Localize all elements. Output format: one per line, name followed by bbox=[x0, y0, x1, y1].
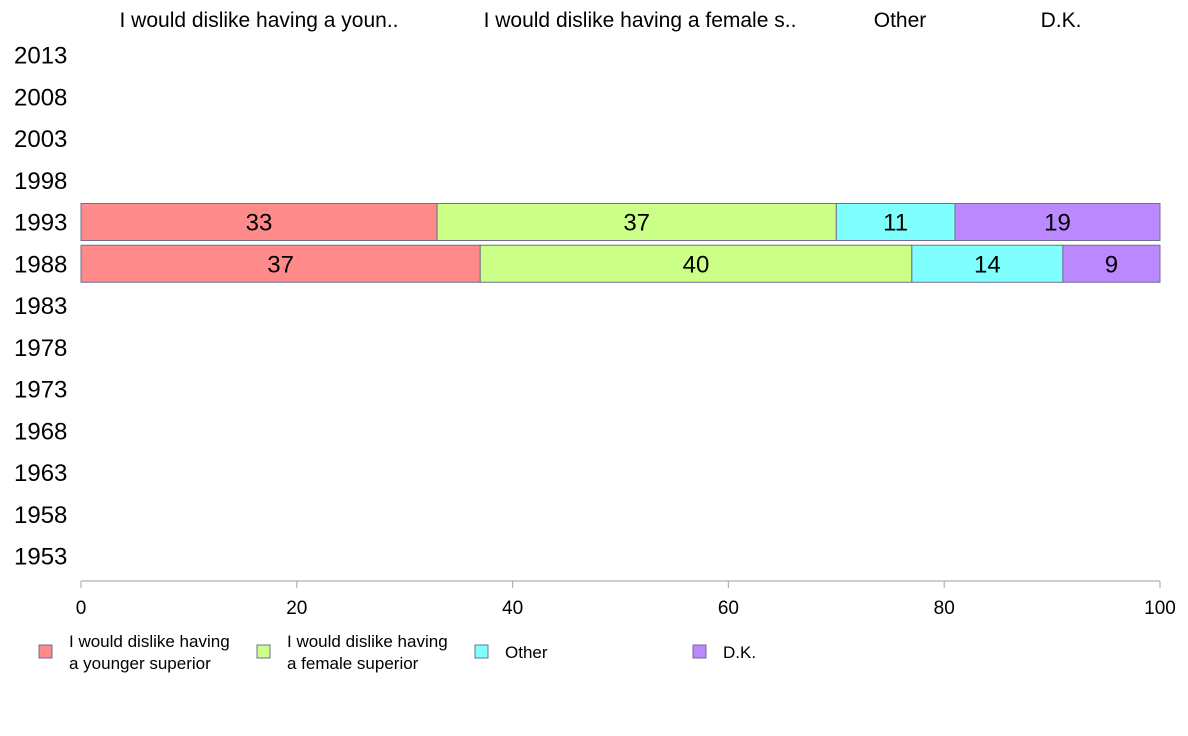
legend-label: I would dislike having a younger superior bbox=[69, 632, 230, 673]
column-header: D.K. bbox=[1041, 9, 1082, 32]
year-axis-labels: 2013 2008 2003 1998 1993 1988 1983 1978 1973 1968… bbox=[14, 43, 67, 571]
year-tick-label: 1983 bbox=[14, 293, 67, 320]
bar-segment bbox=[80, 244, 481, 283]
bar-segment bbox=[1062, 244, 1161, 283]
x-tick-label: 40 bbox=[502, 598, 523, 619]
column-header: I would dislike having a female s.. bbox=[484, 9, 797, 32]
year-tick-label: 1973 bbox=[14, 377, 67, 404]
year-tick-label: 1993 bbox=[14, 210, 67, 237]
x-tick-label: 0 bbox=[76, 598, 87, 619]
bar-value-labels: 33 37 11 19 37 40 14 9 bbox=[246, 210, 1118, 279]
legend-swatch bbox=[692, 644, 707, 659]
legend-label: D.K. bbox=[723, 643, 756, 662]
bar-value-label: 40 bbox=[683, 251, 710, 278]
bar-value-label: 19 bbox=[1044, 210, 1071, 237]
legend-label: Other bbox=[505, 643, 548, 662]
legend-item: I would dislike having a female superior bbox=[256, 632, 448, 673]
bar-segment bbox=[479, 244, 913, 283]
legend-item: I would dislike having a younger superior bbox=[38, 632, 230, 673]
bar-segment bbox=[911, 244, 1064, 283]
column-header: Other bbox=[874, 9, 927, 32]
x-tick-label: 60 bbox=[718, 598, 739, 619]
year-tick-label: 1968 bbox=[14, 418, 67, 445]
year-tick-label: 2013 bbox=[14, 43, 67, 70]
bar-value-label: 9 bbox=[1105, 251, 1118, 278]
year-tick-label: 1978 bbox=[14, 335, 67, 362]
column-headers: I would dislike having a youn.. I would d… bbox=[120, 9, 1082, 32]
legend: I would dislike having a younger superior… bbox=[38, 632, 756, 673]
bar-segment bbox=[954, 203, 1161, 241]
legend-swatch bbox=[474, 644, 489, 659]
legend-swatch bbox=[38, 644, 53, 659]
legend-item: Other bbox=[474, 643, 548, 662]
year-tick-label: 1953 bbox=[14, 544, 67, 571]
year-tick-label: 1963 bbox=[14, 460, 67, 487]
bar-value-label: 37 bbox=[267, 251, 294, 278]
x-tick-label: 80 bbox=[934, 598, 955, 619]
legend-item: D.K. bbox=[692, 643, 756, 662]
column-header: I would dislike having a youn.. bbox=[120, 9, 399, 32]
bar-value-label: 33 bbox=[246, 210, 273, 237]
bar-value-label: 37 bbox=[623, 210, 650, 237]
year-tick-label: 1998 bbox=[14, 168, 67, 195]
year-tick-label: 1988 bbox=[14, 251, 67, 278]
x-tick-label: 100 bbox=[1144, 598, 1176, 619]
legend-label: I would dislike having a female superior bbox=[287, 632, 448, 673]
year-tick-label: 2003 bbox=[14, 126, 67, 153]
x-tick-label: 20 bbox=[286, 598, 307, 619]
x-axis: 0 20 40 60 80 100 bbox=[76, 580, 1176, 619]
bar-value-label: 14 bbox=[974, 251, 1001, 278]
bar-segment bbox=[436, 203, 837, 241]
legend-swatch bbox=[256, 644, 271, 659]
bar-segment bbox=[835, 203, 956, 241]
year-tick-label: 1958 bbox=[14, 502, 67, 529]
bar-segment bbox=[80, 203, 438, 241]
year-tick-label: 2008 bbox=[14, 84, 67, 111]
bar-segments bbox=[80, 203, 1161, 283]
bar-value-label: 11 bbox=[883, 210, 908, 237]
